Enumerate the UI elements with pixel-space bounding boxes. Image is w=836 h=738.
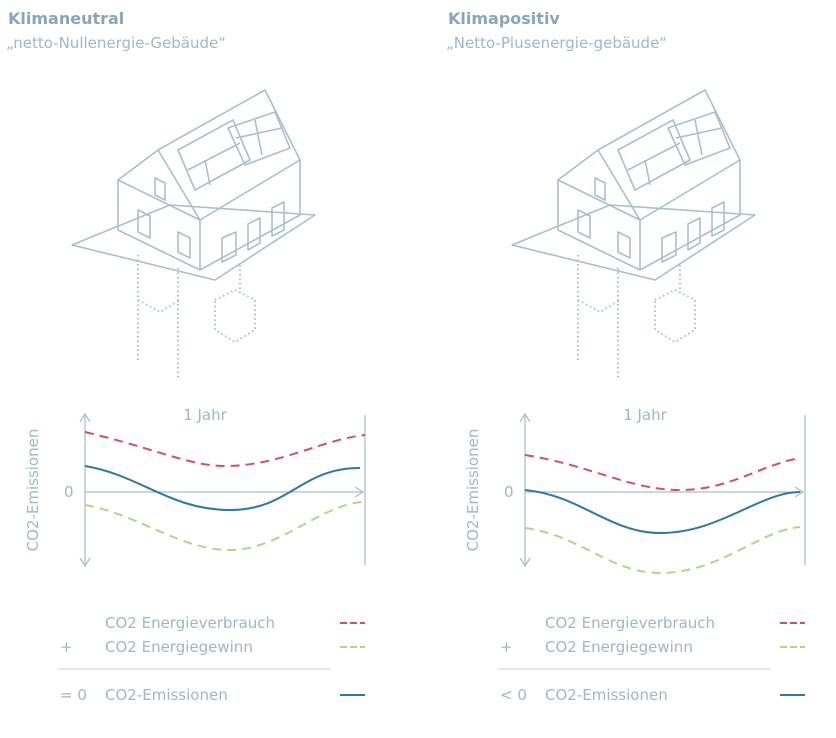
curve: [84, 501, 363, 552]
legend-label: CO2-Emissionen: [105, 686, 228, 704]
house-sketch: [511, 89, 756, 380]
curve: [84, 465, 361, 512]
sketch-line: [137, 255, 256, 380]
zero-label: 0: [64, 483, 74, 501]
legend-label: CO2 Energiegewinn: [105, 638, 253, 656]
panel: Klimaneutral „netto-Nullenergie-Gebäude“ 1…: [6, 9, 366, 704]
zero-label: 0: [504, 483, 514, 501]
sketch-line: [199, 159, 301, 271]
house-sketch: [71, 89, 316, 380]
sketch-line: [667, 111, 731, 166]
arrow-head: [519, 412, 805, 568]
sketch-line: [157, 89, 301, 161]
y-axis-label: CO2-Emissionen: [464, 429, 482, 552]
sketch-line: [577, 209, 591, 239]
curve: [524, 489, 801, 535]
panel-subtitle: „Netto-Plusenergie-gebäude“: [446, 34, 667, 52]
legend-operator: +: [500, 638, 513, 656]
sketch-line: [661, 201, 725, 263]
chart: 1 Jahr 0 CO2-Emissionen: [464, 406, 806, 575]
legend-operator: = 0: [60, 686, 87, 704]
x-axis-label: 1 Jahr: [183, 406, 227, 424]
sketch-line: [177, 119, 251, 191]
panel-subtitle: „netto-Nullenergie-Gebäude“: [6, 34, 226, 52]
panel-title: Klimaneutral: [8, 9, 124, 28]
sketch-line: [177, 231, 191, 259]
arrow-head: [79, 412, 365, 568]
sketch-line: [617, 231, 631, 259]
sketch-line: [639, 159, 741, 271]
sketch-line: [137, 209, 151, 239]
curve: [524, 526, 801, 575]
legend-label: CO2 Energieverbrauch: [545, 614, 715, 632]
legend-label: CO2 Energieverbrauch: [105, 614, 275, 632]
sketch-line: [617, 119, 691, 191]
legend-label: CO2 Energiegewinn: [545, 638, 693, 656]
sketch-line: [627, 119, 723, 186]
sketch-line: [187, 119, 283, 186]
panel-title: Klimapositiv: [448, 9, 560, 28]
y-axis-label: CO2-Emissionen: [24, 429, 42, 552]
curve: [524, 454, 801, 492]
sketch-line: [221, 201, 285, 263]
legend-operator: +: [60, 638, 73, 656]
sketch-line: [227, 111, 291, 166]
sketch-line: [597, 89, 741, 161]
sketch-line: [594, 177, 606, 201]
curve: [84, 431, 366, 468]
sketch-line: [577, 255, 696, 380]
sketch-line: [154, 177, 166, 201]
legend-label: CO2-Emissionen: [545, 686, 668, 704]
chart: 1 Jahr 0 CO2-Emissionen: [24, 406, 366, 568]
x-axis-label: 1 Jahr: [623, 406, 667, 424]
panel: Klimapositiv „Netto-Plusenergie-gebäude“ 1…: [446, 9, 806, 704]
legend-operator: < 0: [500, 686, 527, 704]
